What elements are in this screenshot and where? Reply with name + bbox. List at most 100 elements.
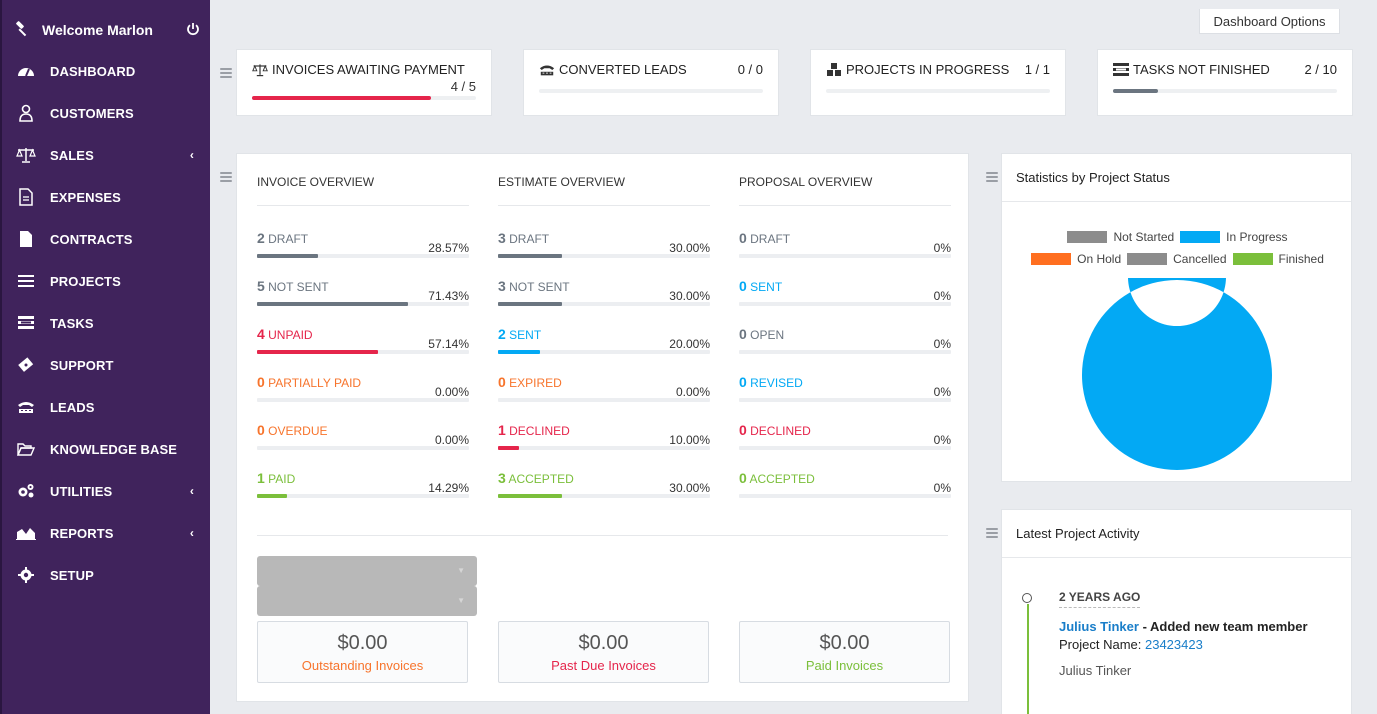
overview-row-label[interactable]: 3 NOT SENT: [498, 278, 570, 294]
sidebar-item-projects[interactable]: PROJECTS: [2, 260, 210, 302]
overview-row[interactable]: 3 ACCEPTED 30.00%: [498, 446, 710, 498]
tasks-icon: [16, 313, 36, 333]
overview-count: 3: [498, 470, 506, 486]
legend-label: On Hold: [1077, 252, 1122, 266]
legend-item[interactable]: Not Started: [1067, 230, 1174, 244]
currency-select[interactable]: ▼: [257, 556, 477, 586]
overview-row[interactable]: 2 DRAFT 28.57%: [257, 206, 469, 258]
overview-row-label[interactable]: 4 UNPAID: [257, 326, 313, 342]
activity-time: 2 YEARS AGO: [1059, 590, 1141, 608]
legend-item[interactable]: In Progress: [1180, 230, 1288, 244]
overview-row-label[interactable]: 0 EXPIRED: [498, 374, 562, 390]
stat-header: TASKS NOT FINISHED 2 / 10: [1113, 62, 1337, 77]
overview-row[interactable]: 0 SENT 0%: [739, 254, 951, 306]
overview-row-label[interactable]: 0 OPEN: [739, 326, 784, 342]
sidebar-item-sales[interactable]: SALES ‹: [2, 134, 210, 176]
sidebar-item-knowledge-base[interactable]: KNOWLEDGE BASE: [2, 428, 210, 470]
overview-row[interactable]: 0 EXPIRED 0.00%: [498, 350, 710, 402]
activity-user-link[interactable]: Julius Tinker: [1059, 619, 1139, 634]
overview-percent: 0%: [933, 433, 951, 447]
legend-item[interactable]: Finished: [1232, 252, 1324, 266]
overview-progress-bar: [739, 446, 951, 450]
sidebar-item-tasks[interactable]: TASKS: [2, 302, 210, 344]
overview-progress-bar: [498, 302, 710, 306]
overview-panel: ▼ ▼ INVOICE OVERVIEW 2 DRAFT 28.57% 5 NOT S…: [236, 153, 969, 702]
overview-row-label[interactable]: 0 ACCEPTED: [739, 470, 815, 486]
pie-slice-in-progress[interactable]: [1082, 278, 1272, 470]
sidebar-item-dashboard[interactable]: DASHBOARD: [2, 50, 210, 92]
legend-item[interactable]: On Hold: [1031, 252, 1121, 266]
sidebar-item-leads[interactable]: LEADS: [2, 386, 210, 428]
overview-row-label[interactable]: 3 ACCEPTED: [498, 470, 574, 486]
overview-row-label[interactable]: 0 DECLINED: [739, 422, 811, 438]
overview-row[interactable]: 0 DECLINED 0%: [739, 398, 951, 450]
cubes-icon: [826, 62, 842, 77]
drag-handle-icon[interactable]: [220, 172, 232, 182]
sidebar-item-utilities[interactable]: UTILITIES ‹: [2, 470, 210, 512]
overview-column-proposal-overview: PROPOSAL OVERVIEW 0 DRAFT 0% 0 SENT 0% 0 OPEN…: [739, 154, 951, 498]
legend-item[interactable]: Cancelled: [1127, 252, 1227, 266]
overview-row[interactable]: 5 NOT SENT 71.43%: [257, 254, 469, 306]
sidebar-item-setup[interactable]: SETUP: [2, 554, 210, 596]
overview-count: 0: [739, 374, 747, 390]
overview-progress-bar: [257, 446, 469, 450]
overview-column-estimate-overview: ESTIMATE OVERVIEW 3 DRAFT 30.00% 3 NOT SENT…: [498, 154, 710, 498]
overview-row-label[interactable]: 2 DRAFT: [257, 230, 308, 246]
overview-row[interactable]: 4 UNPAID 57.14%: [257, 302, 469, 354]
overview-count: 0: [739, 278, 747, 294]
overview-percent: 0.00%: [675, 385, 710, 399]
overview-row[interactable]: 0 OVERDUE 0.00%: [257, 398, 469, 450]
overview-row[interactable]: 1 DECLINED 10.00%: [498, 398, 710, 450]
sidebar-item-support[interactable]: SUPPORT: [2, 344, 210, 386]
overview-status: UNPAID: [268, 328, 313, 342]
sidebar-item-label: TASKS: [50, 315, 94, 331]
drag-handle-icon[interactable]: [986, 172, 998, 182]
sidebar-item-reports[interactable]: REPORTS ‹: [2, 512, 210, 554]
sidebar-item-customers[interactable]: CUSTOMERS: [2, 92, 210, 134]
overview-row-label[interactable]: 0 OVERDUE: [257, 422, 327, 438]
sidebar-item-expenses[interactable]: EXPENSES: [2, 176, 210, 218]
overview-row-label[interactable]: 0 SENT: [739, 278, 782, 294]
overview-status: OVERDUE: [268, 424, 328, 438]
stat-header: PROJECTS IN PROGRESS 1 / 1: [826, 62, 1050, 77]
overview-percent: 30.00%: [669, 241, 710, 255]
overview-row[interactable]: 0 PARTIALLY PAID 0.00%: [257, 350, 469, 402]
project-link[interactable]: 23423423: [1144, 637, 1203, 652]
overview-status: DRAFT: [750, 232, 791, 246]
overview-row[interactable]: 0 REVISED 0%: [739, 350, 951, 402]
overview-progress-bar: [257, 398, 469, 402]
sidebar-item-contracts[interactable]: CONTRACTS: [2, 218, 210, 260]
drag-handle-icon[interactable]: [986, 528, 998, 538]
stat-progress-fill: [252, 96, 432, 100]
overview-row[interactable]: 0 ACCEPTED 0%: [739, 446, 951, 498]
overview-progress-bar: [739, 254, 951, 258]
overview-row-label[interactable]: 3 DRAFT: [498, 230, 549, 246]
overview-count: 0: [739, 230, 747, 246]
overview-row-label[interactable]: 2 SENT: [498, 326, 541, 342]
overview-row-label[interactable]: 0 PARTIALLY PAID: [257, 374, 361, 390]
overview-progress-fill: [498, 350, 541, 354]
overview-row-label[interactable]: 0 REVISED: [739, 374, 803, 390]
cog-icon: [16, 565, 36, 585]
period-select[interactable]: ▼: [257, 586, 477, 616]
dashboard-options-button[interactable]: Dashboard Options: [1199, 9, 1340, 34]
overview-progress-fill: [257, 350, 379, 354]
user-icon: [16, 103, 36, 123]
overview-status: ACCEPTED: [749, 472, 815, 486]
legend-label: Not Started: [1113, 230, 1175, 244]
drag-handle-icon[interactable]: [220, 68, 232, 78]
legend-swatch: [1031, 253, 1072, 265]
legend-swatch: [1232, 253, 1273, 265]
overview-row[interactable]: 0 DRAFT 0%: [739, 206, 951, 258]
overview-row[interactable]: 2 SENT 20.00%: [498, 302, 710, 354]
overview-row[interactable]: 0 OPEN 0%: [739, 302, 951, 354]
overview-row-label[interactable]: 1 PAID: [257, 470, 295, 486]
overview-row-label[interactable]: 0 DRAFT: [739, 230, 790, 246]
overview-row-label[interactable]: 5 NOT SENT: [257, 278, 329, 294]
power-icon[interactable]: [186, 22, 200, 39]
overview-row-label[interactable]: 1 DECLINED: [498, 422, 570, 438]
overview-row[interactable]: 3 DRAFT 30.00%: [498, 206, 710, 258]
overview-row[interactable]: 3 NOT SENT 30.00%: [498, 254, 710, 306]
sidebar-item-label: CUSTOMERS: [50, 105, 134, 121]
overview-row[interactable]: 1 PAID 14.29%: [257, 446, 469, 498]
